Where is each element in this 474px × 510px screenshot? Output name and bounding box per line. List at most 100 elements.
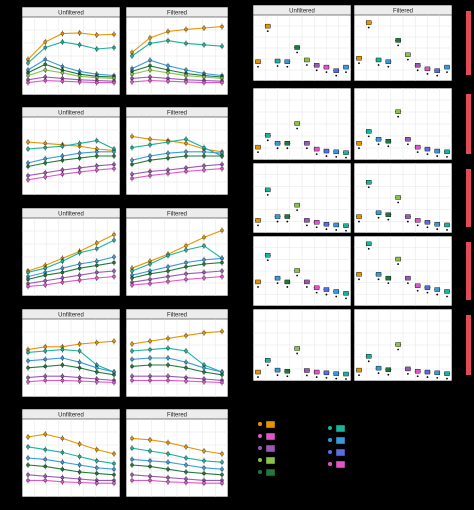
data-point — [166, 346, 170, 350]
box-mark — [323, 221, 330, 227]
scatter-panel — [353, 235, 453, 307]
data-point — [43, 374, 47, 378]
y-tick-label: 800 — [456, 27, 465, 33]
series-line — [27, 446, 115, 465]
data-point — [220, 24, 224, 29]
data-point — [112, 238, 116, 242]
box-mark — [414, 283, 421, 288]
box-mark — [284, 140, 291, 146]
data-point — [60, 480, 65, 484]
data-point — [148, 173, 152, 178]
data-point — [148, 36, 152, 40]
outlier-point — [446, 295, 448, 298]
data-point — [166, 253, 170, 258]
data-point — [184, 480, 188, 485]
facet-label: Filtered — [393, 9, 413, 15]
data-point — [148, 277, 152, 282]
y-tick-label: 400 — [456, 132, 465, 138]
outlier-point — [387, 282, 390, 285]
box-mark — [434, 370, 440, 376]
outlier-point — [436, 293, 439, 296]
series-line — [27, 58, 115, 77]
outlier-point — [296, 209, 299, 212]
outlier-point — [377, 64, 380, 66]
outlier-point — [276, 374, 279, 376]
box-mark — [385, 275, 392, 281]
data-point — [60, 266, 65, 270]
box-mark — [385, 139, 392, 144]
data-point — [148, 169, 152, 174]
data-point — [112, 274, 116, 279]
series-line — [27, 433, 115, 455]
data-point — [148, 339, 152, 343]
box-mark — [304, 140, 310, 146]
data-point — [60, 475, 65, 480]
series-line — [27, 262, 115, 280]
data-point — [166, 356, 170, 360]
data-point — [166, 156, 170, 160]
outlier-point — [397, 263, 400, 265]
data-point — [95, 366, 99, 370]
scatter-panel: Unfiltered — [252, 4, 352, 82]
data-point — [43, 447, 47, 452]
data-point — [77, 80, 82, 84]
outlier-point — [406, 220, 409, 223]
outlier-point — [305, 374, 308, 377]
data-point — [130, 349, 134, 353]
color-scale-bar — [466, 242, 471, 300]
data-point — [60, 31, 65, 36]
outlier-point — [358, 62, 360, 65]
data-point — [43, 349, 47, 353]
series-line — [131, 357, 223, 373]
scatter-panel — [252, 162, 352, 234]
data-point — [43, 157, 47, 161]
outlier-point — [257, 286, 259, 288]
box-mark — [274, 367, 281, 373]
box-mark — [304, 368, 310, 373]
outlier-point — [426, 153, 429, 155]
data-point — [184, 277, 188, 282]
scatter-panel — [353, 308, 453, 382]
box-mark — [424, 220, 431, 225]
box-mark — [385, 59, 392, 64]
data-point — [220, 162, 224, 167]
scatter-panel — [252, 308, 352, 382]
outlier-point — [345, 71, 347, 73]
data-point — [220, 260, 224, 265]
line-panel: Filtered — [125, 408, 229, 498]
legend-key — [265, 444, 276, 453]
outlier-point — [325, 228, 328, 231]
series-line — [27, 276, 115, 287]
box-mark — [284, 59, 291, 64]
data-point — [220, 467, 224, 471]
data-point — [148, 363, 152, 367]
outlier-point — [315, 291, 318, 294]
box-mark — [265, 187, 271, 193]
legend-point — [328, 450, 332, 454]
data-point — [220, 380, 224, 385]
data-point — [26, 456, 30, 460]
data-point — [112, 166, 116, 171]
data-point — [148, 378, 152, 383]
box-mark — [434, 287, 440, 292]
data-point — [184, 265, 188, 269]
legend — [258, 420, 346, 477]
box-mark — [255, 218, 261, 223]
data-point — [112, 80, 116, 85]
series-line — [28, 479, 114, 484]
data-point — [166, 374, 170, 378]
data-point — [202, 80, 206, 85]
color-scale-bar — [466, 169, 471, 227]
y-tick-label: 1400 — [456, 97, 467, 103]
series-line — [27, 379, 115, 384]
data-point — [148, 449, 152, 453]
data-point — [26, 445, 30, 449]
data-point — [26, 478, 30, 483]
y-tick-label: 100 — [456, 65, 465, 71]
data-point — [95, 33, 99, 37]
data-point — [202, 481, 206, 485]
data-point — [166, 440, 170, 445]
data-point — [202, 331, 206, 335]
data-point — [202, 270, 206, 275]
data-point — [148, 58, 152, 62]
